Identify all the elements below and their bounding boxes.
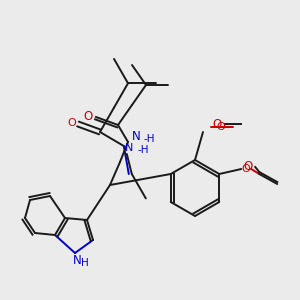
Text: -H: -H xyxy=(138,145,149,155)
Text: N: N xyxy=(124,143,133,153)
Text: O: O xyxy=(242,164,250,174)
Text: O: O xyxy=(68,118,76,128)
Text: O: O xyxy=(217,122,225,132)
Text: H: H xyxy=(81,258,89,268)
Text: N: N xyxy=(132,130,140,143)
Text: O: O xyxy=(83,110,93,122)
Text: -H: -H xyxy=(144,134,155,144)
Text: O: O xyxy=(244,160,253,173)
Text: N: N xyxy=(73,254,81,268)
Text: O: O xyxy=(212,118,222,130)
